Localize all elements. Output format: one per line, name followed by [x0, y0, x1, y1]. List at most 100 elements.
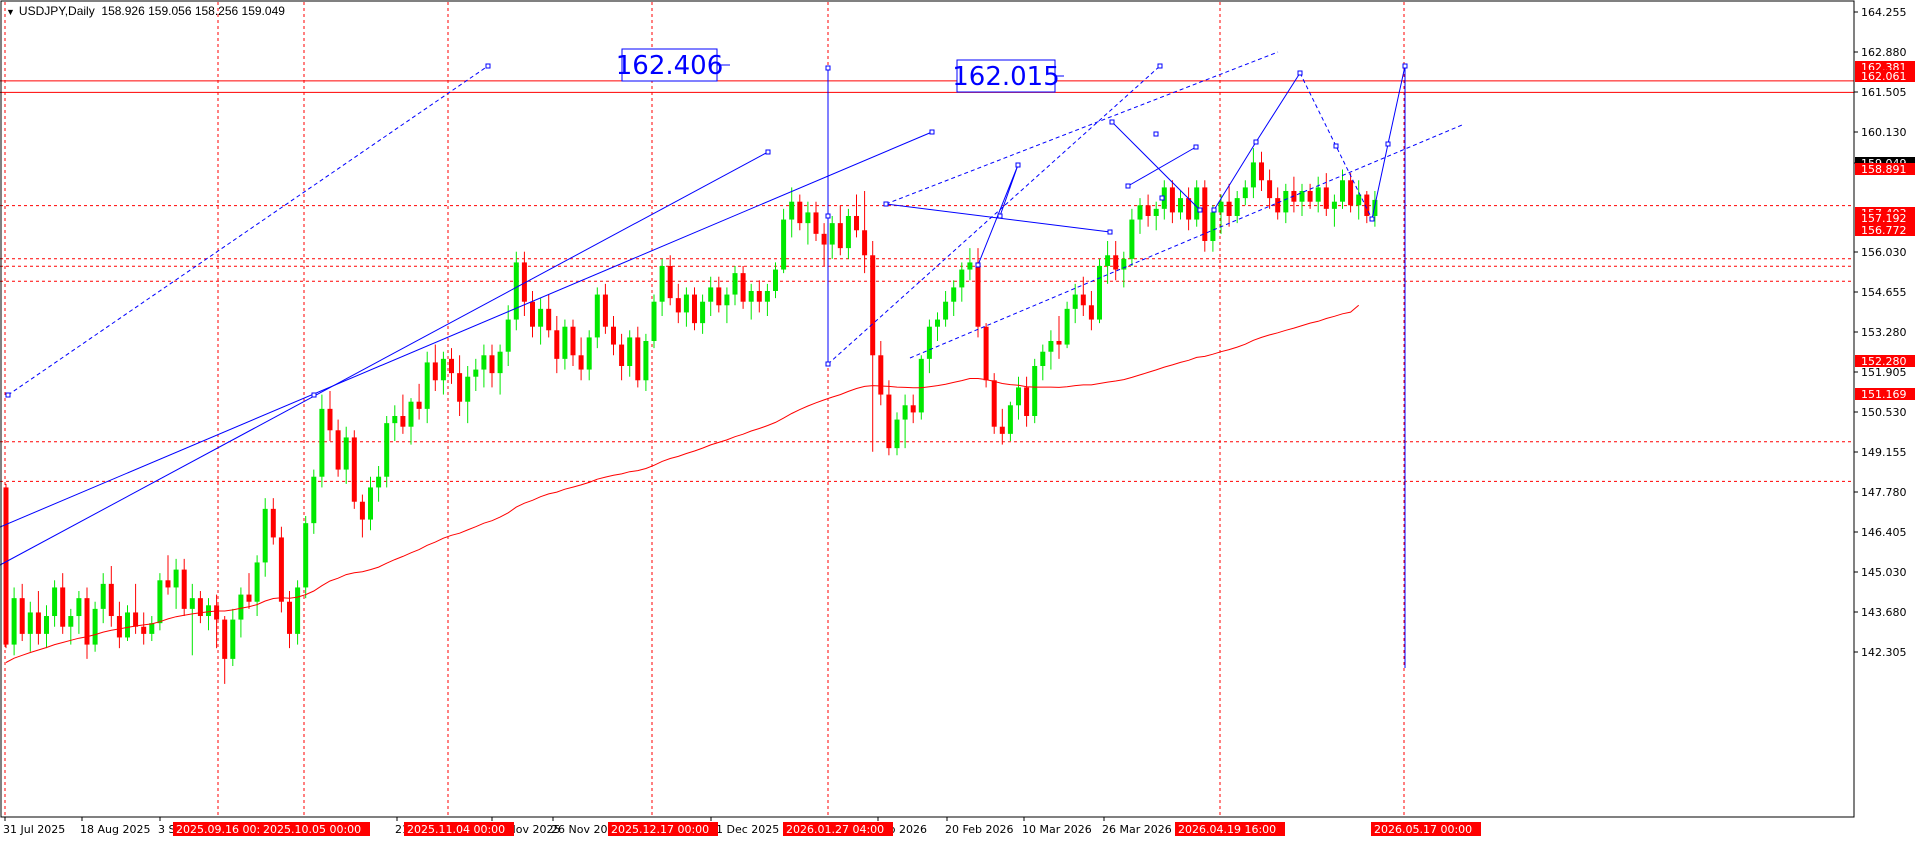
bull-candle [473, 369, 479, 377]
price-tick-label: 145.030 [1861, 566, 1907, 579]
time-marker-badge [404, 822, 514, 836]
bear-candle [1169, 187, 1175, 213]
bear-candle [740, 273, 746, 302]
bear-candle [416, 401, 422, 409]
time-tick-label: 26 Nov 2025 [551, 823, 621, 836]
time-marker-label: 2025.12.17 00:00 [611, 823, 709, 836]
bear-candle [116, 616, 122, 638]
bear-candle [270, 508, 276, 538]
bear-candle [886, 394, 892, 449]
bear-candle [335, 430, 341, 470]
price-tick-label: 160.130 [1861, 126, 1907, 139]
bear-candle [854, 215, 859, 231]
bull-candle [1129, 219, 1135, 259]
trend-line [1111, 121, 1201, 211]
drawing-anchor-point [311, 392, 317, 398]
bear-candle [60, 587, 66, 627]
drawing-anchor-point [997, 213, 1003, 219]
bull-candle [157, 580, 163, 624]
price-marker-badge [1855, 163, 1915, 175]
drawing-anchor-point [485, 63, 491, 69]
bear-candle [1364, 194, 1370, 216]
bull-candle [1340, 180, 1345, 202]
bull-candle [392, 416, 398, 424]
bear-candle [602, 294, 608, 327]
bear-candle [878, 355, 884, 395]
bull-candle [562, 326, 568, 359]
bull-candle [764, 290, 770, 302]
drawing-anchor-point [1157, 63, 1163, 69]
time-marker-badge [1371, 822, 1481, 836]
bull-candle [505, 319, 511, 352]
time-marker-label: 2025.10.05 00:00 [263, 823, 361, 836]
ohlc-values: 158.926 159.056 158.256 159.049 [101, 4, 285, 18]
bull-candle [935, 319, 940, 327]
bull-candle [700, 301, 706, 324]
bear-candle [716, 287, 722, 306]
bear-candle [797, 201, 803, 224]
bear-candle [19, 598, 25, 634]
bear-candle [457, 373, 463, 402]
bear-candle [1267, 180, 1273, 199]
price-tick-label: 153.280 [1861, 326, 1907, 339]
bear-candle [133, 612, 139, 627]
bear-candle [530, 301, 535, 327]
bull-candle [1178, 198, 1183, 213]
price-annotation-label: 162.406 [616, 51, 724, 81]
bull-candle [262, 508, 268, 563]
bull-candle [1283, 190, 1289, 213]
symbol-header: ▼ USDJPY,Daily 158.926 159.056 158.256 15… [6, 4, 285, 18]
bull-candle [440, 358, 446, 381]
bear-candle [108, 583, 114, 617]
drawing-anchor-point [1253, 139, 1259, 145]
bull-candle [708, 287, 714, 302]
bull-candle [11, 598, 17, 645]
bear-candle [1113, 255, 1119, 270]
price-marker-badge [1855, 70, 1915, 82]
channel-line-dashed [7, 65, 489, 396]
bull-candle [52, 587, 58, 617]
channel-line-dashed [827, 65, 1161, 365]
price-tick-label: 150.530 [1861, 406, 1907, 419]
time-tick-label: 10 Mar 2026 [1022, 823, 1092, 836]
price-marker-label: 156.772 [1861, 224, 1907, 237]
bear-candle [570, 326, 576, 356]
time-marker-label: 2026.01.27 04:00 [786, 823, 884, 836]
bear-candle [635, 337, 641, 381]
bear-candle [359, 501, 365, 520]
bull-candle [1331, 201, 1337, 209]
bear-candle [1202, 187, 1208, 241]
time-tick-label: 31 Dec 2025 [709, 823, 779, 836]
bear-candle [813, 212, 819, 234]
bear-candle [983, 326, 989, 381]
price-marker-label: 162.061 [1861, 70, 1907, 83]
price-marker-label: 157.192 [1861, 212, 1907, 225]
drawing-anchor-point [1197, 207, 1203, 213]
bear-candle [1088, 305, 1094, 320]
bull-candle [627, 337, 633, 366]
bull-candle [497, 351, 503, 374]
bear-candle [1056, 340, 1062, 345]
bear-candle [619, 344, 625, 366]
bull-candle [967, 262, 973, 270]
time-marker-badge [608, 822, 718, 836]
drawing-anchor-point [929, 129, 935, 135]
bear-candle [756, 290, 762, 302]
bear-candle [692, 294, 697, 324]
dropdown-triangle-icon[interactable]: ▼ [6, 7, 15, 17]
trend-line [1127, 146, 1197, 187]
bull-candle [586, 337, 592, 370]
bull-candle [1016, 387, 1021, 406]
bear-candle [278, 537, 284, 602]
bull-candle [303, 523, 309, 588]
bull-candle [538, 308, 544, 327]
bull-candle [343, 437, 349, 470]
bear-candle [821, 233, 827, 245]
bull-candle [68, 616, 74, 627]
bull-candle [894, 419, 900, 449]
bear-candle [35, 612, 41, 634]
price-tick-label: 142.305 [1861, 646, 1907, 659]
bear-candle [554, 330, 560, 359]
